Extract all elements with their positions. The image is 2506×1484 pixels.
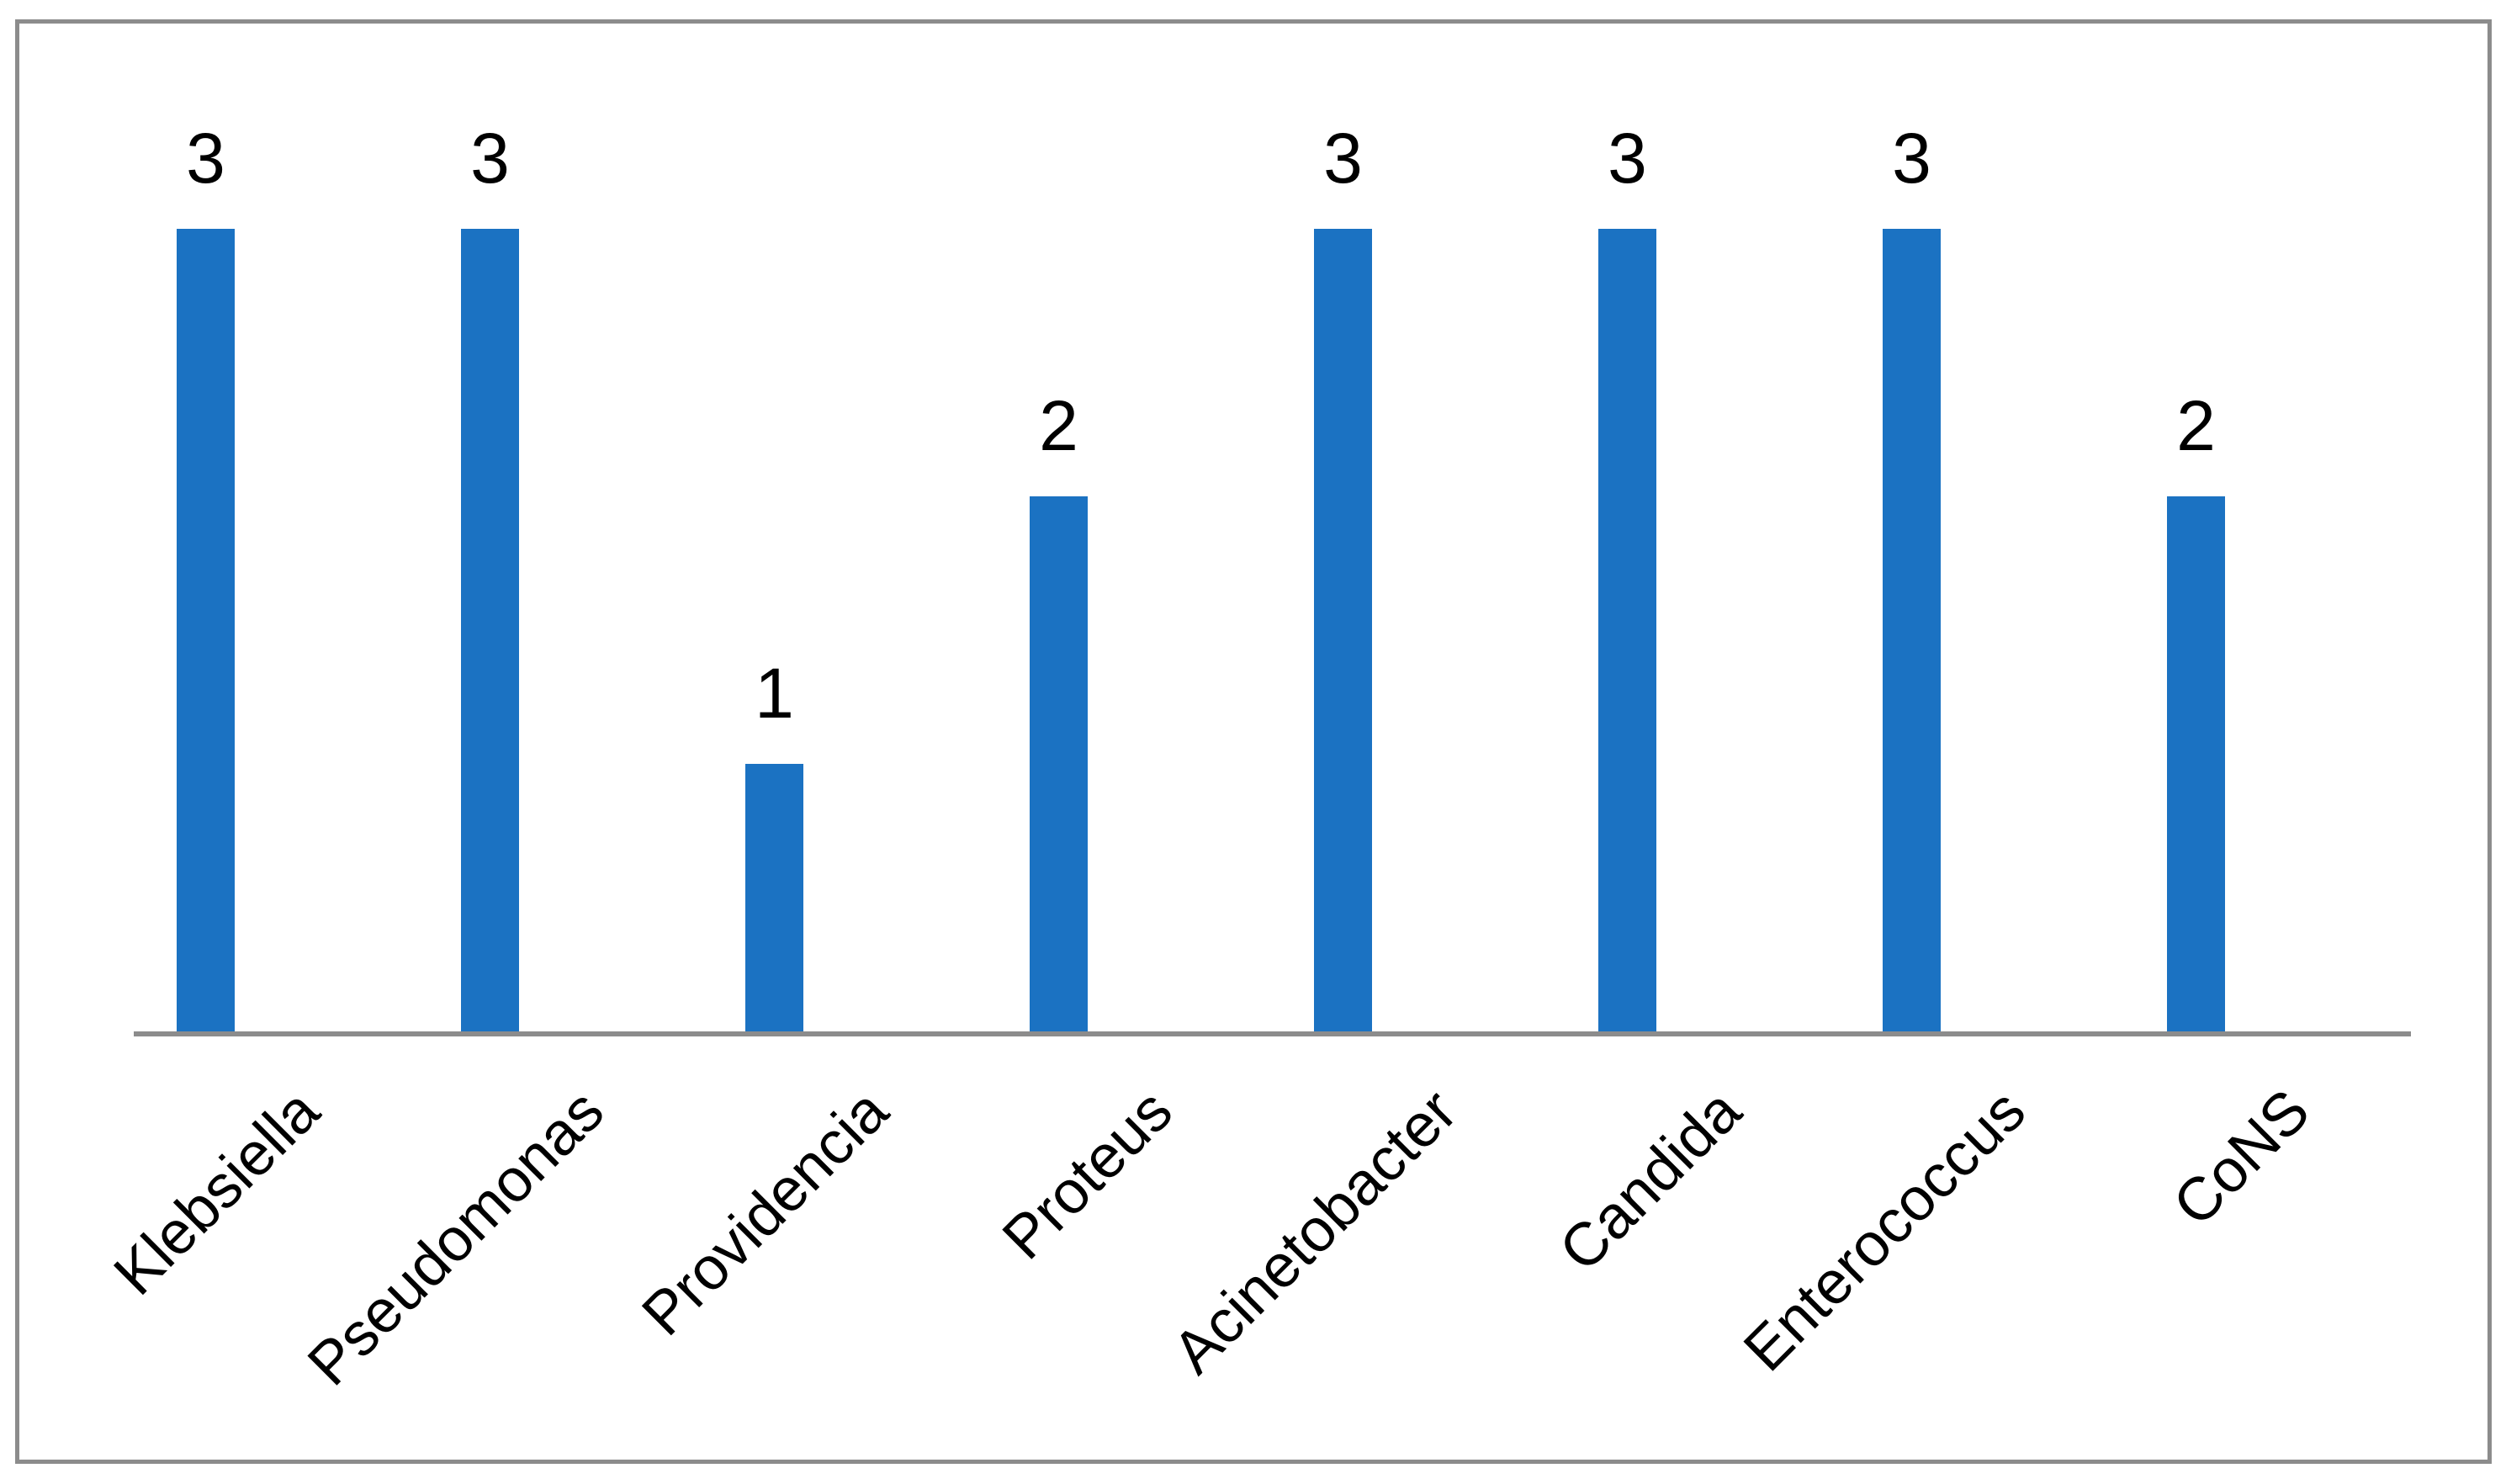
bar-cons [2167, 496, 2225, 1031]
data-label-pseudomonas: 3 [470, 119, 510, 198]
bar-enterococcus [1883, 229, 1941, 1031]
data-label-acinetobacter: 3 [1323, 119, 1363, 198]
bar-providencia [745, 764, 803, 1031]
data-label-candida: 3 [1608, 119, 1647, 198]
chart-border-frame [15, 19, 2492, 1464]
data-label-providencia: 1 [755, 654, 794, 733]
bar-acinetobacter [1314, 229, 1372, 1031]
bar-pseudomonas [461, 229, 519, 1031]
data-label-enterococcus: 3 [1892, 119, 1931, 198]
data-label-proteus: 2 [1039, 386, 1078, 465]
bar-candida [1598, 229, 1656, 1031]
x-axis-line [134, 1031, 2411, 1036]
data-label-klebsiella: 3 [186, 119, 225, 198]
bar-proteus [1030, 496, 1088, 1031]
bar-klebsiella [177, 229, 235, 1031]
data-label-cons: 2 [2176, 386, 2216, 465]
